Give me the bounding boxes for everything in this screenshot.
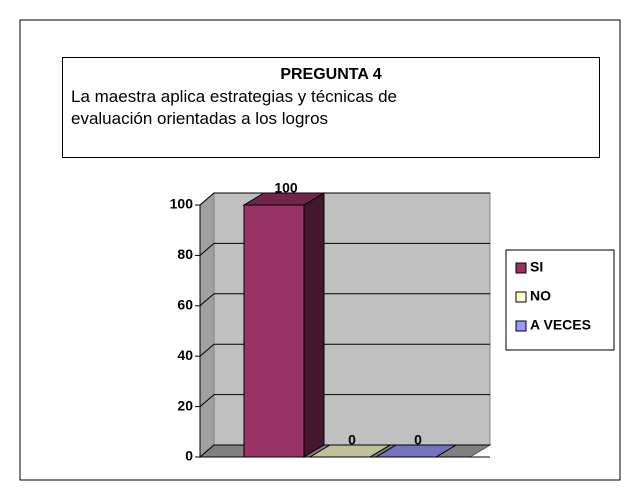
- legend-label: A VECES: [530, 317, 591, 333]
- y-tick-label: 20: [177, 397, 193, 413]
- grid-line: [199, 394, 490, 407]
- chart-subtitle: La maestra aplica estrategias y técnicas…: [71, 87, 398, 128]
- value-label: 100: [274, 180, 298, 196]
- bar: [243, 204, 305, 458]
- y-tick-label: 100: [170, 196, 194, 212]
- title-box: PREGUNTA 4 La maestra aplica estrategias…: [62, 57, 600, 158]
- legend-swatch: [515, 320, 527, 332]
- grid-line: [199, 242, 490, 256]
- y-tick-label: 80: [177, 246, 193, 262]
- legend-label: NO: [530, 288, 551, 304]
- bar-side: [303, 192, 325, 458]
- value-label: 0: [348, 432, 356, 448]
- y-tick-label: 60: [177, 297, 193, 313]
- chart-title: PREGUNTA 4: [280, 66, 382, 83]
- side-wall: [199, 191, 215, 459]
- y-tick-label: 0: [185, 448, 193, 464]
- legend-swatch: [515, 262, 527, 274]
- legend-swatch: [515, 291, 527, 303]
- y-tick-label: 40: [177, 347, 193, 363]
- grid-line: [199, 343, 490, 357]
- legend-label: SI: [530, 259, 543, 275]
- value-label: 0: [414, 432, 422, 448]
- bar-top: [374, 444, 458, 458]
- plot: 0 20 40 60 80 100 100 0 0 SI NO A VECES: [170, 180, 615, 464]
- grid-line: [199, 192, 490, 206]
- grid-line: [199, 293, 490, 307]
- bar-top: [308, 444, 392, 458]
